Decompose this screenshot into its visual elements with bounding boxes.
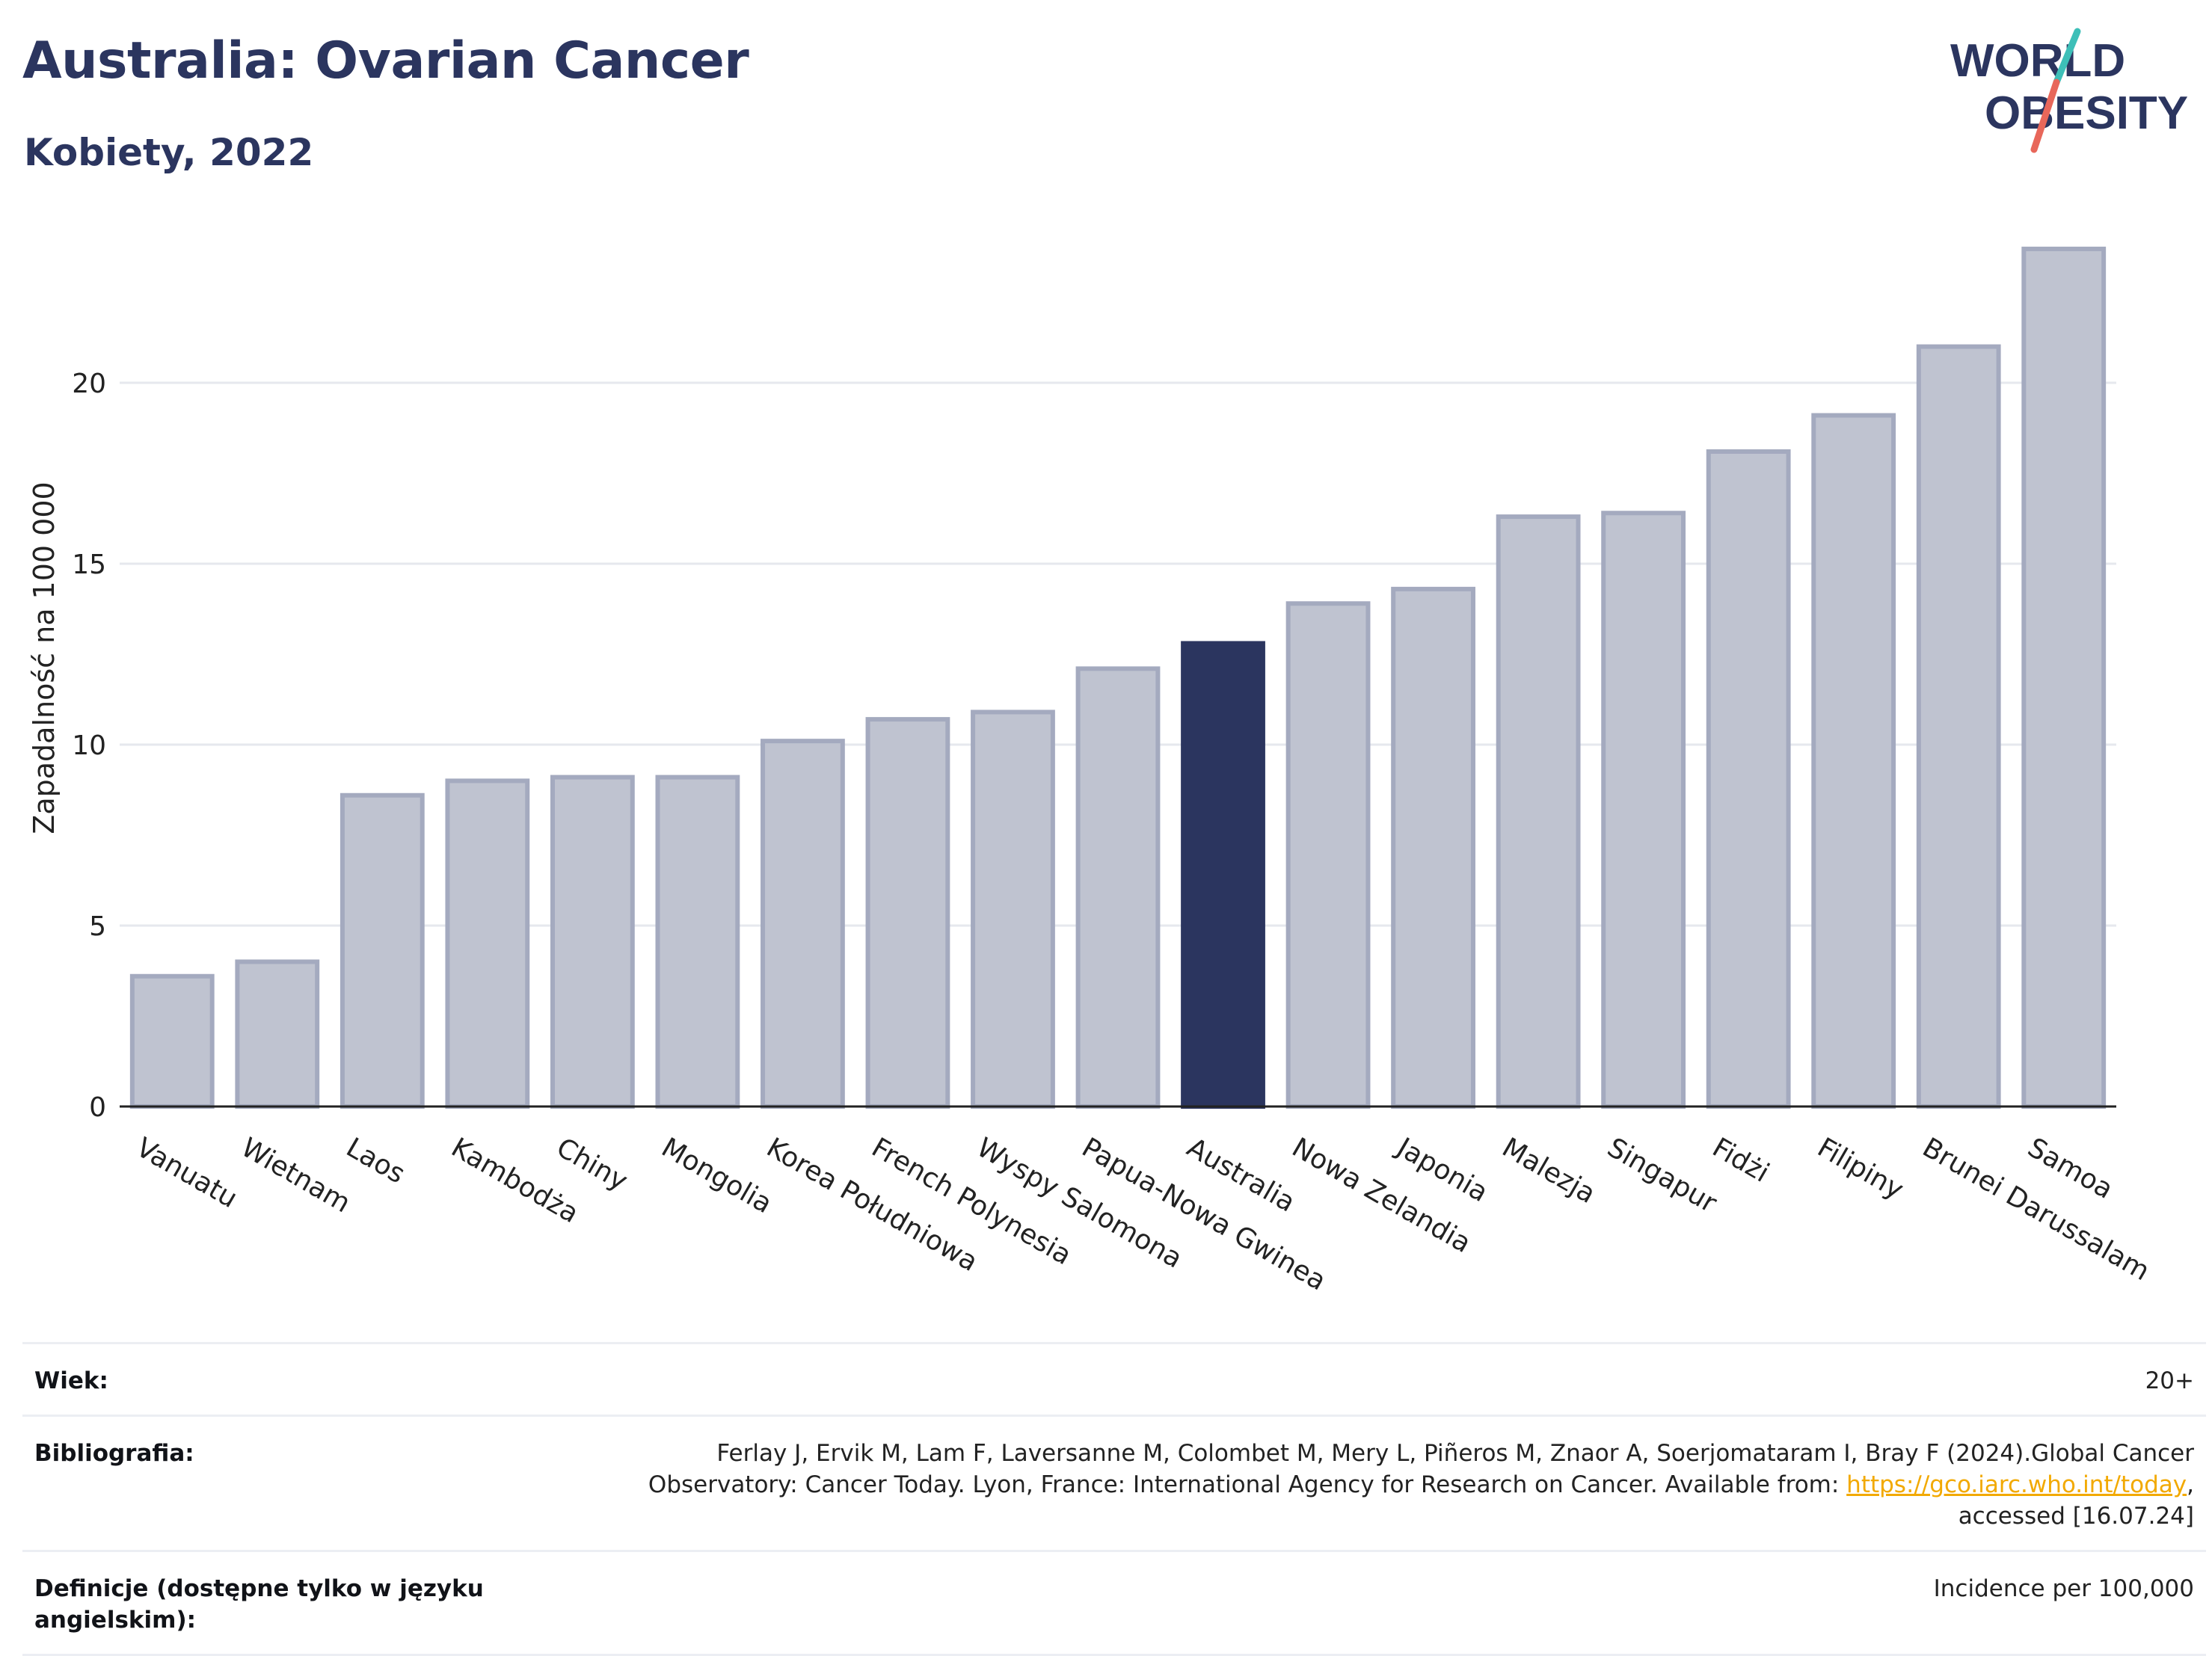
bar-wietnam: [235, 959, 320, 1109]
bibliography-text-4: accessed [16.07.24]: [1958, 1503, 2194, 1530]
logo-line1: WORLD: [1950, 35, 2125, 87]
world-obesity-logo: WORLD OBESITY: [1950, 28, 2188, 153]
y-tick-label: 20: [72, 369, 106, 399]
bibliography-text-2: Observatory: Cancer Today. Lyon, France:…: [648, 1471, 1847, 1498]
y-axis-label: Zapadalność na 100 000: [28, 481, 61, 834]
bar-layer: [129, 246, 2107, 1109]
definitions-label: Definicje (dostępne tylko w języku angie…: [34, 1575, 484, 1634]
metadata-table: Wiek: 20+ Bibliografia: Ferlay J, Ervik …: [22, 1342, 2206, 1656]
age-label: Wiek:: [34, 1367, 108, 1394]
y-tick-label: 15: [72, 550, 106, 580]
meta-row-definitions: Definicje (dostępne tylko w języku angie…: [22, 1550, 2206, 1656]
x-tick-label: Malezja: [1497, 1132, 1600, 1210]
bar-kambodża: [445, 778, 530, 1109]
page-subtitle: Kobiety, 2022: [24, 131, 314, 174]
x-tick-label: Chiny: [551, 1132, 633, 1197]
bar-japonia: [1391, 586, 1475, 1109]
bar-singapur: [1601, 511, 1686, 1109]
age-value: 20+: [2145, 1367, 2194, 1394]
y-tick-label: 10: [72, 730, 106, 761]
bar-korea-południowa: [761, 739, 845, 1109]
meta-row-age: Wiek: 20+: [22, 1342, 2206, 1415]
bar-nowa-zelandia: [1285, 601, 1371, 1109]
logo-slash-coral: [2030, 79, 2060, 153]
x-tick-label: Singapur: [1602, 1132, 1721, 1219]
bibliography-value: Ferlay J, Ervik M, Lam F, Laversanne M, …: [549, 1438, 2194, 1532]
bibliography-link[interactable]: https://gco.iarc.who.int/today: [1846, 1471, 2187, 1498]
x-tick-label: Wietnam: [236, 1132, 355, 1219]
bar-samoa: [2021, 246, 2107, 1109]
x-tick-label: Nowa Zelandia: [1287, 1132, 1476, 1259]
x-tick-label: Vanuatu: [131, 1132, 242, 1214]
bar-brunei-darussalam: [1916, 344, 2001, 1109]
meta-row-bibliography: Bibliografia: Ferlay J, Ervik M, Lam F, …: [22, 1415, 2206, 1550]
bar-fidżi: [1706, 449, 1791, 1109]
bar-french-polynesia: [865, 717, 950, 1109]
y-tick-label: 5: [89, 911, 106, 942]
bibliography-text-3: ,: [2187, 1471, 2194, 1498]
bar-australia: [1181, 641, 1265, 1109]
bibliography-text-1: Ferlay J, Ervik M, Lam F, Laversanne M, …: [716, 1440, 2194, 1467]
logo-line2: OBESITY: [1985, 87, 2188, 139]
x-tick-label: Mongolia: [657, 1132, 778, 1219]
bibliography-label: Bibliografia:: [34, 1440, 194, 1467]
x-tick-label: Filipiny: [1812, 1132, 1908, 1205]
bar-wyspy-salomona: [971, 710, 1055, 1109]
x-tick-label: Laos: [341, 1132, 410, 1189]
page-title: Australia: Ovarian Cancer: [22, 31, 749, 90]
bar-mongolia: [655, 775, 740, 1109]
bar-malezja: [1496, 514, 1581, 1109]
x-tick-label: Fidżi: [1707, 1132, 1775, 1188]
bar-chiny: [550, 775, 635, 1109]
bar-laos: [340, 792, 425, 1109]
bar-vanuatu: [129, 973, 215, 1109]
definitions-value: Incidence per 100,000: [1933, 1575, 2194, 1602]
y-tick-label: 0: [89, 1092, 106, 1123]
bar-papua-nowa-gwinea: [1075, 666, 1161, 1109]
bar-filipiny: [1811, 413, 1896, 1109]
logo-slash-teal: [2053, 28, 2081, 86]
